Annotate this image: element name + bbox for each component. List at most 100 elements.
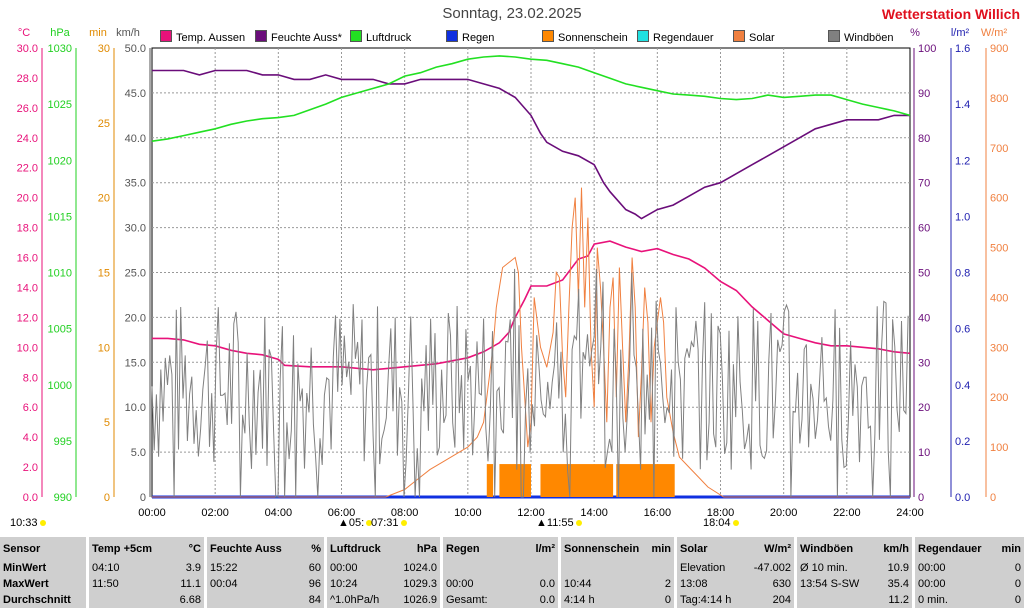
legend-item: Feuchte Auss* xyxy=(255,30,342,44)
legend-label: Temp. Aussen xyxy=(176,32,246,44)
x-tick-label: 12:00 xyxy=(517,507,545,519)
hpa-tick-label: 1005 xyxy=(48,324,72,336)
stats-cell: 04:10 3.9 xyxy=(86,560,204,577)
legend-item: Solar xyxy=(733,30,775,44)
celsius-tick-label: 18.0 xyxy=(17,223,38,235)
kmh-tick-label: 45.0 xyxy=(125,88,146,100)
legend-item: Luftdruck xyxy=(350,30,411,44)
stats-header: Solar W/m² xyxy=(674,537,794,561)
legend-swatch xyxy=(828,30,840,42)
legend-label: Solar xyxy=(749,32,775,44)
stats-cell xyxy=(558,560,674,577)
celsius-tick-label: 30.0 xyxy=(17,43,38,55)
lm2-tick-label: 0.4 xyxy=(955,380,970,392)
x-axis-ticks: 00:00 02:00 04:00 06:00 08:00 10:00 12:00 14:00… xyxy=(138,507,924,519)
legend-label: Sonnenschein xyxy=(558,32,628,44)
stats-row-label: MinWert xyxy=(3,562,47,575)
stats-header: Regen l/m² xyxy=(440,537,558,561)
legend-swatch xyxy=(255,30,267,42)
hpa-tick-label: 1020 xyxy=(48,155,72,167)
stats-header: Temp +5cm °C xyxy=(86,537,204,561)
kmh-tick-label: 20.0 xyxy=(125,312,146,324)
x-tick-label: 06:00 xyxy=(328,507,356,519)
kmh-tick-label: 35.0 xyxy=(125,178,146,190)
celsius-tick-label: 14.0 xyxy=(17,282,38,294)
x-tick-label: 10:00 xyxy=(454,507,482,519)
hpa-tick-label: 995 xyxy=(54,436,72,448)
pct-tick-label: 70 xyxy=(918,178,930,190)
lm2-tick-label: 1.2 xyxy=(955,155,970,167)
celsius-unit-label: °C xyxy=(18,27,30,39)
wm2-tick-label: 700 xyxy=(990,143,1008,155)
kmh-tick-label: 40.0 xyxy=(125,133,146,145)
event-time: ▲11:55 xyxy=(536,517,582,529)
x-tick-label: 20:00 xyxy=(770,507,798,519)
x-tick-label: 16:00 xyxy=(644,507,672,519)
series xyxy=(151,55,911,499)
wm2-tick-label: 300 xyxy=(990,342,1008,354)
legend-swatch xyxy=(350,30,362,42)
feuchte-auss-series-line xyxy=(152,69,910,220)
wm2-tick-label: 400 xyxy=(990,292,1008,304)
lm2-tick-label: 1.6 xyxy=(955,43,970,55)
stats-cell: 11:50 11.1 xyxy=(86,576,204,593)
sun-icon xyxy=(39,520,46,526)
legend-item: Regendauer xyxy=(637,30,714,44)
wm2-tick-label: 800 xyxy=(990,93,1008,105)
hpa-tick-label: 1015 xyxy=(48,211,72,223)
lm2-tick-label: 1.0 xyxy=(955,211,970,223)
stats-cell: 00:00 0 xyxy=(912,560,1024,577)
stats-row: Durchschnitt 6.68 84 ^1.0hPa/h 1026.9 Gesamt:… xyxy=(0,592,1024,608)
temp-aussen-series-line xyxy=(152,240,911,371)
station-name: Wetterstation Willich xyxy=(881,6,1020,22)
celsius-tick-label: 4.0 xyxy=(23,432,38,444)
lm2-tick-label: 0.8 xyxy=(955,268,970,280)
sunshine-bar xyxy=(499,464,531,497)
hpa-tick-label: 1025 xyxy=(48,99,72,111)
legend-swatch xyxy=(446,30,458,42)
wm2-tick-label: 0 xyxy=(990,492,996,504)
stats-cell: 00:04 96 xyxy=(204,576,324,593)
stats-cell: 00:00 0.0 xyxy=(440,576,558,593)
wm2-tick-label: 200 xyxy=(990,392,1008,404)
pct-unit-label: % xyxy=(910,27,920,39)
kmh-unit-label: km/h xyxy=(116,27,140,39)
legend-swatch xyxy=(733,30,745,42)
kmh-tick-label: 25.0 xyxy=(125,268,146,280)
stats-cell: Tag:4:14 h 204 xyxy=(674,592,794,608)
x-tick-label: 22:00 xyxy=(833,507,861,519)
celsius-tick-label: 10.0 xyxy=(17,342,38,354)
wm2-tick-label: 500 xyxy=(990,243,1008,255)
min-tick-label: 10 xyxy=(98,342,110,354)
celsius-tick-label: 8.0 xyxy=(23,372,38,384)
min-tick-label: 30 xyxy=(98,43,110,55)
wm2-tick-label: 100 xyxy=(990,442,1008,454)
celsius-tick-label: 20.0 xyxy=(17,193,38,205)
stats-cell: Elevation -47.002 xyxy=(674,560,794,577)
pct-tick-label: 50 xyxy=(918,268,930,280)
min-tick-label: 5 xyxy=(104,417,110,429)
kmh-tick-label: 0 xyxy=(140,492,146,504)
stats-cell: 6.68 xyxy=(86,592,204,608)
stats-header: Sensor xyxy=(3,542,41,555)
celsius-tick-label: 26.0 xyxy=(17,103,38,115)
stats-cell: 15:22 60 xyxy=(204,560,324,577)
min-tick-label: 20 xyxy=(98,193,110,205)
event-time: 18:04 xyxy=(703,517,739,529)
stats-header-row: Sensor Temp +5cm °C Feuchte Auss% Luftdruck h… xyxy=(0,537,1024,561)
event-time: 07:31 xyxy=(371,517,407,529)
stats-cell: 0 min. 0 xyxy=(912,592,1024,608)
legend-item: Regen xyxy=(446,30,494,44)
x-tick-label: 14:00 xyxy=(580,507,608,519)
pct-tick-label: 0 xyxy=(918,492,924,504)
celsius-tick-label: 16.0 xyxy=(17,253,38,265)
stats-cell: ^1.0hPa/h 1026.9 xyxy=(324,592,440,608)
hpa-tick-label: 1030 xyxy=(48,43,72,55)
legend-item: Windböen xyxy=(828,30,894,44)
x-tick-label: 24:00 xyxy=(896,507,924,519)
sun-icon xyxy=(732,520,739,526)
stats-row: MinWert 04:10 3.9 15:22 60 00:00 1024.0 Elevati… xyxy=(0,560,1024,577)
sunshine-bar xyxy=(616,464,675,497)
wm2-tick-label: 600 xyxy=(990,193,1008,205)
lm2-tick-label: 1.4 xyxy=(955,99,970,111)
